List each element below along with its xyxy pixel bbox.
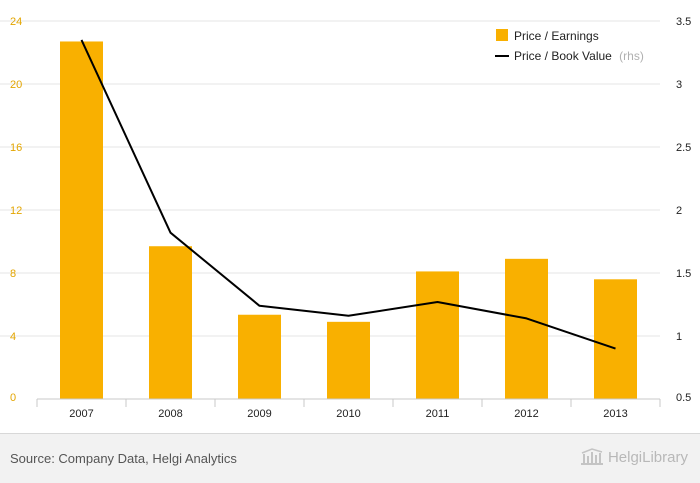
legend-label-pbv-name: Price / Book Value xyxy=(514,49,612,63)
y-left-tick-label: 24 xyxy=(10,16,22,28)
y-right-tick-label: 1 xyxy=(676,331,682,343)
legend-label-pbv: Price / Book Value (rhs) xyxy=(514,49,644,63)
x-tick-label: 2010 xyxy=(336,408,360,420)
y-left-tick-label: 4 xyxy=(10,331,16,343)
y-left-tick-label: 8 xyxy=(10,268,16,280)
grid-lines xyxy=(0,20,660,337)
x-tick-label: 2011 xyxy=(426,408,450,420)
pe-bar xyxy=(60,41,103,399)
y-left-tick-label: 20 xyxy=(10,79,22,91)
brand: HelgiLibrary xyxy=(580,448,688,466)
combo-chart: 0 4 8 12 16 20 24 0.5 1 1.5 2 2.5 3 3.5 2007 2008 2009 20… xyxy=(0,16,691,420)
legend-swatch-pe xyxy=(496,29,508,41)
brand-name: HelgiLibrary xyxy=(607,448,688,466)
x-tick-label: 2008 xyxy=(158,408,182,420)
y-left-tick-label: 16 xyxy=(10,142,22,154)
pe-bar xyxy=(327,321,370,399)
y-right-tick-label: 3 xyxy=(676,79,682,91)
y-right-tick-label: 2 xyxy=(676,205,682,217)
source-note: Source: Company Data, Helgi Analytics xyxy=(10,451,237,466)
library-building-icon xyxy=(580,448,603,465)
legend-label-pbv-suffix: (rhs) xyxy=(619,49,644,63)
pbv-line xyxy=(80,39,616,350)
pe-bar xyxy=(594,279,637,399)
y-right-tick-label: 2.5 xyxy=(676,142,691,154)
x-tick-label: 2013 xyxy=(603,408,627,420)
pe-bar xyxy=(238,314,281,399)
pe-bar xyxy=(416,271,459,399)
y-right-tick-label: 1.5 xyxy=(676,268,691,280)
pe-bars xyxy=(60,41,637,399)
footer-divider xyxy=(0,433,700,434)
x-tick-label: 2007 xyxy=(69,408,93,420)
pe-bar xyxy=(505,258,548,399)
axes: 0 4 8 12 16 20 24 0.5 1 1.5 2 2.5 3 3.5 2007 2008 2009 20… xyxy=(10,16,691,420)
y-left-tick-label: 0 xyxy=(10,392,16,404)
x-tick-label: 2012 xyxy=(514,408,538,420)
pe-bar xyxy=(149,246,192,399)
x-tick-label: 2009 xyxy=(247,408,271,420)
legend: Price / Earnings Price / Book Value (rhs… xyxy=(495,29,644,63)
y-right-tick-label: 0.5 xyxy=(676,392,691,404)
pbv-line-layer xyxy=(80,39,616,350)
y-left-tick-label: 12 xyxy=(10,205,22,217)
y-right-tick-label: 3.5 xyxy=(676,16,691,28)
legend-label-pe: Price / Earnings xyxy=(514,29,599,43)
